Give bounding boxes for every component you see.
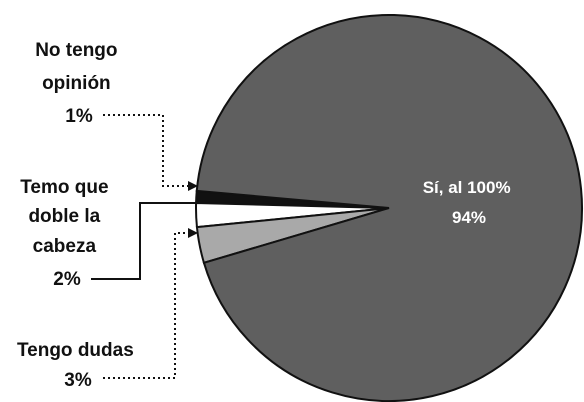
label-no-opinion-line2: opinión xyxy=(42,73,111,94)
pie-slices xyxy=(195,13,583,402)
label-no-opinion: No tengo opinión 1% xyxy=(35,40,123,127)
label-no-opinion-pct: 1% xyxy=(65,106,93,127)
label-doble: Temo que doble la cabeza 2% xyxy=(20,177,114,290)
label-si-pct: 94% xyxy=(452,208,486,227)
leader-arrow-dudas xyxy=(188,228,198,238)
pie-slice-si xyxy=(195,13,583,402)
label-doble-line1: Temo que xyxy=(20,177,108,198)
label-si-line1: Sí, al 100% xyxy=(423,178,511,197)
label-no-opinion-line1: No tengo xyxy=(35,40,117,61)
label-doble-pct: 2% xyxy=(53,269,81,290)
leader-arrow-no-opinion xyxy=(188,181,198,191)
label-dudas-pct: 3% xyxy=(64,370,92,391)
label-doble-line2: doble la xyxy=(28,206,100,227)
leader-line-no-opinion xyxy=(103,114,196,187)
label-doble-line3: cabeza xyxy=(33,236,97,257)
label-si: Sí, al 100% 94% xyxy=(423,178,516,227)
label-dudas-line1: Tengo dudas xyxy=(17,340,134,361)
label-dudas: Tengo dudas 3% xyxy=(17,340,139,391)
leader-line-doble xyxy=(91,202,200,280)
leader-line-dudas xyxy=(103,232,196,379)
